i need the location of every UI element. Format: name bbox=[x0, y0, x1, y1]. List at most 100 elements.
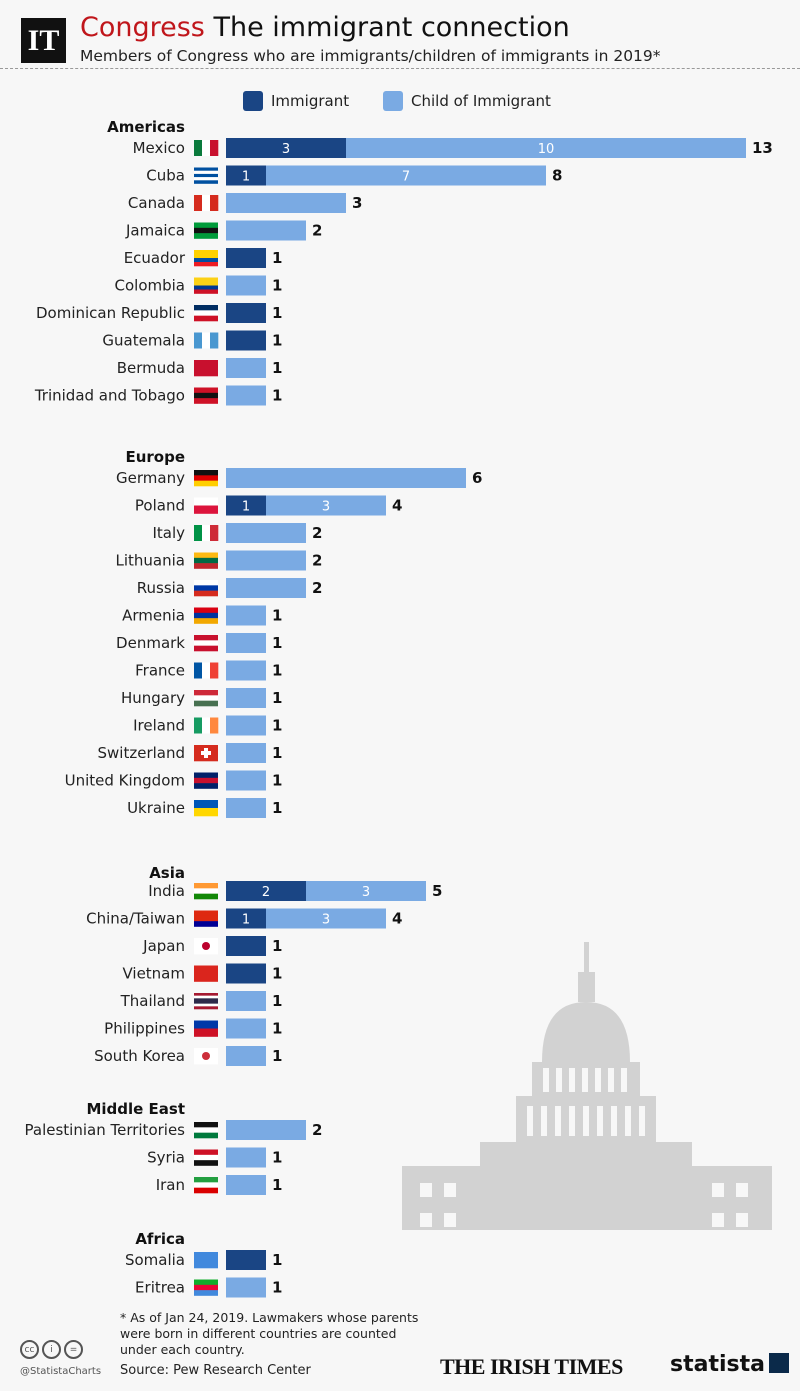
total-label: 1 bbox=[272, 277, 282, 295]
country-label: Italy bbox=[152, 524, 185, 542]
total-label: 1 bbox=[272, 772, 282, 790]
statista-wordmark: statista bbox=[670, 1352, 765, 1377]
china-taiwan-flag-icon bbox=[194, 910, 218, 927]
dominican-republic-flag-icon bbox=[194, 305, 218, 322]
total-label: 1 bbox=[272, 1020, 282, 1038]
trinidad-flag-icon bbox=[194, 387, 218, 404]
bar-child bbox=[266, 495, 386, 516]
country-label: Denmark bbox=[116, 634, 185, 652]
bar-immigrant-label: 1 bbox=[242, 500, 250, 515]
bar-child bbox=[226, 715, 266, 736]
country-label: Germany bbox=[116, 469, 185, 487]
bar-child bbox=[226, 743, 266, 763]
bar-child bbox=[226, 220, 306, 241]
total-label: 1 bbox=[272, 1279, 282, 1297]
total-label: 1 bbox=[272, 1251, 282, 1269]
ireland-flag-icon bbox=[194, 717, 219, 734]
legend-swatch bbox=[383, 91, 403, 111]
legend-child: Child of Immigrant bbox=[383, 91, 551, 111]
ecuador-flag-icon bbox=[194, 250, 218, 267]
japan-flag-icon bbox=[194, 938, 218, 955]
total-label: 1 bbox=[272, 304, 282, 322]
statista-icon bbox=[768, 1353, 789, 1373]
bar-child bbox=[346, 138, 746, 158]
bar-child bbox=[226, 1120, 306, 1140]
bar-immigrant bbox=[226, 248, 266, 268]
country-label: Poland bbox=[135, 497, 185, 515]
country-label: Vietnam bbox=[122, 965, 185, 983]
bar-immigrant bbox=[226, 908, 266, 929]
uk-flag-icon bbox=[194, 772, 218, 789]
legend-label: Immigrant bbox=[271, 92, 350, 110]
poland-flag-icon bbox=[194, 497, 218, 514]
country-label: France bbox=[135, 662, 185, 680]
country-label: China/Taiwan bbox=[86, 910, 185, 928]
country-label: Lithuania bbox=[116, 552, 185, 570]
bar-child bbox=[226, 991, 266, 1011]
bar-child bbox=[226, 1018, 266, 1039]
country-label: Palestinian Territories bbox=[25, 1121, 186, 1139]
footnote: * As of Jan 24, 2019. Lawmakers whose pa… bbox=[120, 1310, 419, 1357]
bar-child bbox=[226, 193, 346, 213]
license-icons: cc i = bbox=[20, 1340, 83, 1359]
total-label: 1 bbox=[272, 744, 282, 762]
france-flag-icon bbox=[194, 662, 219, 679]
statista-logo: statista bbox=[670, 1352, 789, 1377]
subtitle: Members of Congress who are immigrants/c… bbox=[80, 47, 661, 65]
lithuania-flag-icon bbox=[194, 552, 218, 569]
total-label: 1 bbox=[272, 607, 282, 625]
vietnam-flag-icon bbox=[194, 965, 218, 982]
country-label: Eritrea bbox=[135, 1279, 185, 1297]
country-label: Ecuador bbox=[124, 249, 186, 267]
bar-immigrant bbox=[226, 495, 266, 516]
total-label: 2 bbox=[312, 579, 322, 597]
total-label: 1 bbox=[272, 1047, 282, 1065]
title-accent: Congress bbox=[80, 12, 205, 43]
country-label: Dominican Republic bbox=[36, 304, 185, 322]
thailand-flag-icon bbox=[194, 993, 218, 1010]
bar-child bbox=[226, 1147, 266, 1168]
bar-child bbox=[226, 550, 306, 571]
mexico-flag-icon bbox=[194, 140, 219, 156]
country-label: Bermuda bbox=[117, 359, 185, 377]
group-label: Americas bbox=[107, 118, 185, 136]
total-label: 1 bbox=[272, 1149, 282, 1167]
divider bbox=[0, 68, 800, 69]
bar-child bbox=[266, 165, 546, 186]
country-label: Russia bbox=[137, 579, 185, 597]
total-label: 3 bbox=[352, 194, 362, 212]
bar-child-label: 10 bbox=[538, 142, 555, 157]
total-label: 1 bbox=[272, 689, 282, 707]
bar-child bbox=[226, 605, 266, 626]
bar-child bbox=[226, 523, 306, 543]
bar-immigrant-label: 1 bbox=[242, 170, 250, 185]
denmark-flag-icon bbox=[194, 635, 218, 652]
group-label: Europe bbox=[125, 448, 185, 466]
ukraine-flag-icon bbox=[194, 800, 218, 817]
bar-immigrant bbox=[226, 936, 266, 956]
country-label: Trinidad and Tobago bbox=[34, 387, 185, 405]
bar-child bbox=[226, 358, 266, 378]
switzerland-flag-icon bbox=[194, 745, 218, 762]
italy-flag-icon bbox=[194, 525, 219, 541]
legend-label: Child of Immigrant bbox=[411, 92, 551, 110]
legend-swatch bbox=[243, 91, 263, 111]
country-label: Canada bbox=[128, 194, 185, 212]
country-label: Cuba bbox=[146, 167, 185, 185]
country-label: Japan bbox=[142, 937, 185, 955]
armenia-flag-icon bbox=[194, 607, 218, 624]
bar-immigrant bbox=[226, 303, 266, 323]
country-label: Switzerland bbox=[98, 744, 186, 762]
handle: @StatistaCharts bbox=[20, 1366, 102, 1377]
bar-child-label: 3 bbox=[362, 885, 370, 900]
legend-immigrant: Immigrant bbox=[243, 91, 349, 111]
source: Source: Pew Research Center bbox=[120, 1363, 311, 1378]
hungary-flag-icon bbox=[194, 690, 218, 707]
total-label: 4 bbox=[392, 497, 402, 515]
country-label: Syria bbox=[147, 1149, 185, 1167]
country-label: India bbox=[148, 882, 185, 900]
bar-immigrant bbox=[226, 330, 266, 351]
bar-child bbox=[226, 660, 266, 681]
